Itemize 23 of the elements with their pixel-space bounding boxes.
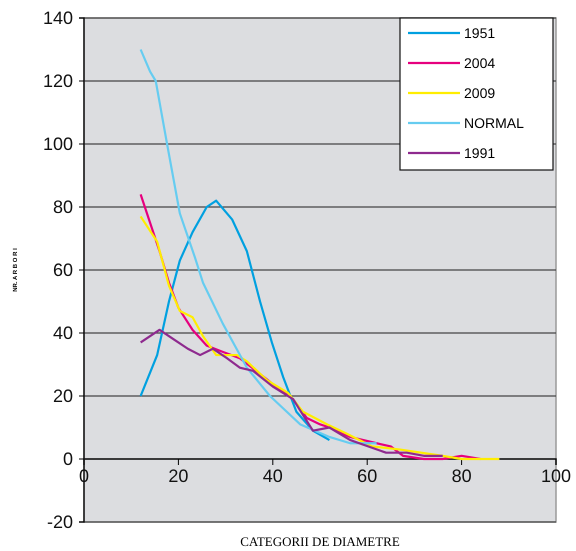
line-series [140,48,378,444]
line-series [140,200,331,442]
legend-label: 2004 [464,55,496,71]
x-tick-label: 20 [168,466,188,486]
legend-label: 2009 [464,85,496,101]
x-tick-label: 80 [452,466,472,486]
y-tick-label: 80 [52,196,73,217]
legend-label: 1991 [464,145,496,161]
y-tick-label: 0 [62,448,73,469]
y-tick-label: 20 [52,386,73,406]
y-tick-label: 140 [42,8,73,28]
x-tick-label: 100 [540,466,572,486]
y-tick-label: -20 [46,512,73,532]
x-tick-label: 40 [262,466,283,486]
y-tick-label: 40 [52,322,73,343]
x-axis-title: CATEGORII DE DIAMETRE [240,534,400,549]
y-tick-label: 100 [42,134,73,154]
x-tick-label: 60 [357,466,378,486]
legend-label: 1951 [464,25,496,41]
legend-label: NORMAL [464,115,524,131]
y-tick-label: 60 [52,260,73,280]
line-series [140,328,444,457]
y-tick-label: 120 [42,70,73,91]
